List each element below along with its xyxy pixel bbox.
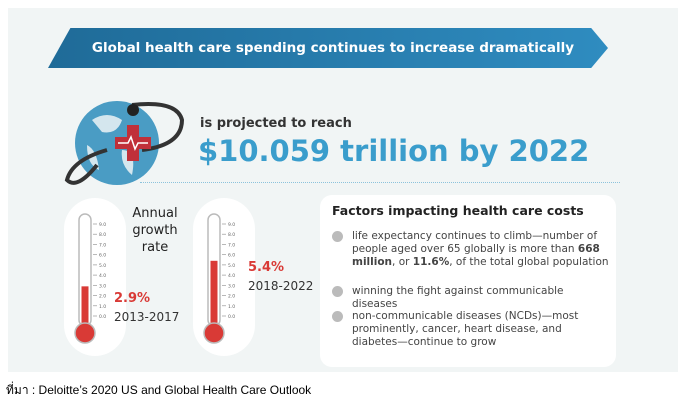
thermometer-fill	[81, 286, 89, 330]
scale-label: 8.0	[228, 232, 235, 238]
title-banner: Global health care spending continues to…	[48, 28, 608, 68]
scale-label: 3.0	[99, 283, 106, 289]
thermometer-fill	[210, 260, 218, 330]
bullet-icon	[332, 231, 343, 242]
bullet-icon	[332, 311, 343, 322]
factors-box: Factors impacting health care costs life…	[320, 195, 616, 367]
thermometer-bulb	[203, 322, 225, 344]
banner-title: Global health care spending continues to…	[91, 40, 575, 56]
scale-label: 1.0	[228, 304, 235, 310]
scale-label: 6.0	[99, 253, 106, 259]
projection-value: $10.059 trillion by 2022	[198, 134, 590, 168]
scale-label: 4.0	[99, 273, 106, 279]
divider	[140, 182, 620, 183]
growth-pct-2: 5.4%	[248, 260, 285, 275]
factor-item: non-communicable diseases (NCDs)—most pr…	[332, 310, 610, 349]
scale-label: 9.0	[99, 222, 106, 228]
source-footer: ที่มา : Deloitte’s 2020 US and Global He…	[6, 383, 312, 397]
scale-label: 0.0	[228, 314, 235, 320]
scale-label: 2.0	[228, 294, 235, 300]
thermometer-2018-2022: 9.0 8.0 7.0 6.0 5.0 4.0 3.0 2.0 1.0 0.0	[203, 213, 235, 344]
factor-item: winning the fight against communicable d…	[332, 285, 610, 311]
thermometer-bulb	[74, 322, 96, 344]
scale-label: 3.0	[228, 283, 235, 289]
projection-subtitle: is projected to reach	[200, 116, 352, 131]
factors-title: Factors impacting health care costs	[332, 203, 584, 218]
growth-rate-title: Annual growth rate	[132, 206, 178, 255]
scale-label: 4.0	[228, 273, 235, 279]
scale-label: 1.0	[99, 304, 106, 310]
factor-item: life expectancy continues to climb—numbe…	[332, 230, 610, 269]
scale-label: 5.0	[99, 263, 106, 269]
thermometer-2013-2017: 9.0 8.0 7.0 6.0 5.0 4.0 3.0 2.0 1.0 0.0	[74, 213, 106, 344]
scale-label: 7.0	[228, 242, 235, 248]
scale-label: 6.0	[228, 253, 235, 259]
bullet-icon	[332, 286, 343, 297]
scale-label: 0.0	[99, 314, 106, 320]
scale-label: 5.0	[228, 263, 235, 269]
growth-period-1: 2013-2017	[114, 310, 180, 324]
scale-label: 7.0	[99, 242, 106, 248]
scale-label: 9.0	[228, 222, 235, 228]
growth-period-2: 2018-2022	[248, 279, 314, 293]
scale-label: 2.0	[99, 294, 106, 300]
growth-pct-1: 2.9%	[114, 291, 151, 306]
globe-stethoscope-icon	[64, 101, 185, 185]
scale-label: 8.0	[99, 232, 106, 238]
